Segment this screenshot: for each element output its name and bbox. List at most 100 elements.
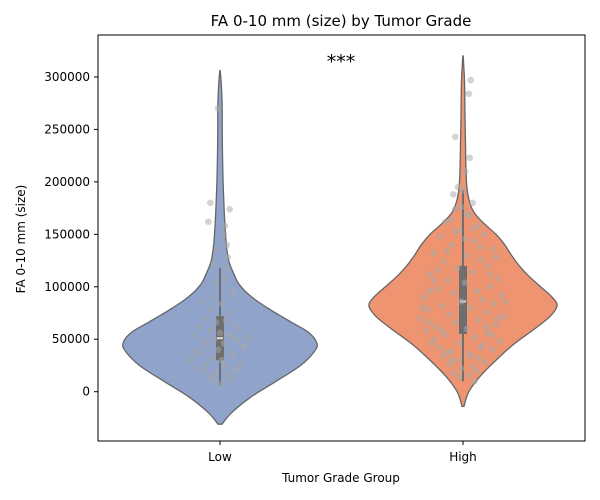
data-point: [187, 356, 195, 364]
data-point: [238, 359, 245, 366]
data-point: [201, 367, 208, 375]
data-point: [208, 354, 216, 362]
data-point: [417, 314, 424, 322]
x-axis: Low High: [208, 441, 477, 464]
y-tick-label: 150000: [44, 227, 90, 241]
plot-area: [122, 55, 558, 425]
data-point: [218, 300, 226, 307]
data-point: [486, 270, 494, 278]
data-point: [212, 319, 220, 326]
data-point: [207, 306, 214, 314]
y-tick-label: 0: [82, 385, 90, 399]
data-point: [467, 76, 475, 84]
data-point: [451, 228, 459, 236]
data-point: [481, 359, 488, 366]
data-point: [482, 323, 490, 330]
data-point: [465, 371, 473, 379]
data-point: [488, 331, 496, 339]
data-point: [228, 375, 235, 383]
x-tick-label: Low: [208, 450, 232, 464]
data-point: [471, 377, 478, 385]
data-point: [494, 314, 502, 322]
data-point: [477, 243, 484, 251]
data-point: [218, 379, 226, 387]
data-point: [418, 304, 426, 312]
data-point: [241, 342, 249, 349]
data-point: [454, 183, 462, 191]
data-point: [212, 369, 220, 377]
data-point: [463, 325, 471, 333]
data-point: [463, 252, 471, 259]
data-point: [502, 298, 509, 305]
plot-frame: [97, 34, 586, 442]
data-point: [205, 218, 212, 226]
y-tick-label: 50000: [52, 332, 90, 346]
data-point: [461, 235, 469, 242]
data-point: [448, 356, 455, 364]
data-point: [442, 218, 449, 226]
data-point: [436, 344, 444, 351]
data-point: [223, 241, 231, 249]
data-point: [430, 249, 438, 257]
data-point: [488, 346, 496, 354]
data-point: [450, 289, 457, 297]
data-point: [214, 105, 222, 112]
data-point: [461, 168, 469, 175]
data-point: [440, 258, 447, 265]
data-point: [440, 352, 447, 360]
data-point: [494, 275, 502, 282]
y-axis: 0 50000 100000 150000 200000 250000 300000: [44, 70, 98, 399]
data-point: [221, 275, 229, 282]
data-point: [228, 333, 235, 341]
data-point: [500, 312, 508, 320]
data-point: [220, 231, 228, 238]
data-point: [455, 340, 463, 347]
y-tick-label: 100000: [44, 280, 90, 294]
data-point: [448, 241, 455, 249]
data-point: [442, 331, 449, 339]
data-point: [490, 300, 498, 307]
y-tick-label: 200000: [44, 175, 90, 189]
data-point: [438, 302, 445, 309]
data-point: [466, 154, 474, 162]
data-point: [230, 352, 237, 360]
data-point: [207, 373, 214, 381]
data-point: [457, 365, 465, 372]
data-point: [482, 308, 490, 316]
data-point: [496, 338, 504, 345]
data-point: [434, 266, 442, 274]
data-point: [492, 254, 500, 261]
data-point: [467, 304, 475, 312]
significance-annotation: ***: [327, 51, 356, 73]
data-point: [234, 363, 241, 370]
data-point: [461, 279, 469, 286]
data-point: [205, 342, 212, 349]
data-point: [492, 321, 500, 328]
data-point: [202, 314, 209, 322]
data-point: [471, 237, 478, 244]
data-point: [434, 285, 442, 293]
data-point: [230, 287, 237, 295]
data-point: [457, 203, 465, 211]
data-point: [213, 246, 221, 254]
y-tick-label: 300000: [44, 70, 90, 84]
data-point: [422, 327, 430, 335]
data-point: [226, 308, 233, 316]
data-point: [197, 350, 204, 358]
data-point: [432, 323, 440, 330]
data-point: [436, 233, 444, 240]
data-point: [236, 325, 243, 333]
data-point: [226, 205, 233, 213]
data-point: [221, 222, 229, 230]
violin-body-low: [122, 70, 318, 425]
violin-low: [122, 70, 318, 425]
data-point: [475, 222, 482, 230]
data-point: [424, 319, 432, 326]
chart-title: FA 0-10 mm (size) by Tumor Grade: [211, 12, 472, 30]
data-point: [193, 365, 201, 372]
data-point: [469, 268, 477, 276]
data-point: [484, 262, 492, 270]
data-point: [475, 317, 482, 324]
data-point: [473, 287, 480, 295]
